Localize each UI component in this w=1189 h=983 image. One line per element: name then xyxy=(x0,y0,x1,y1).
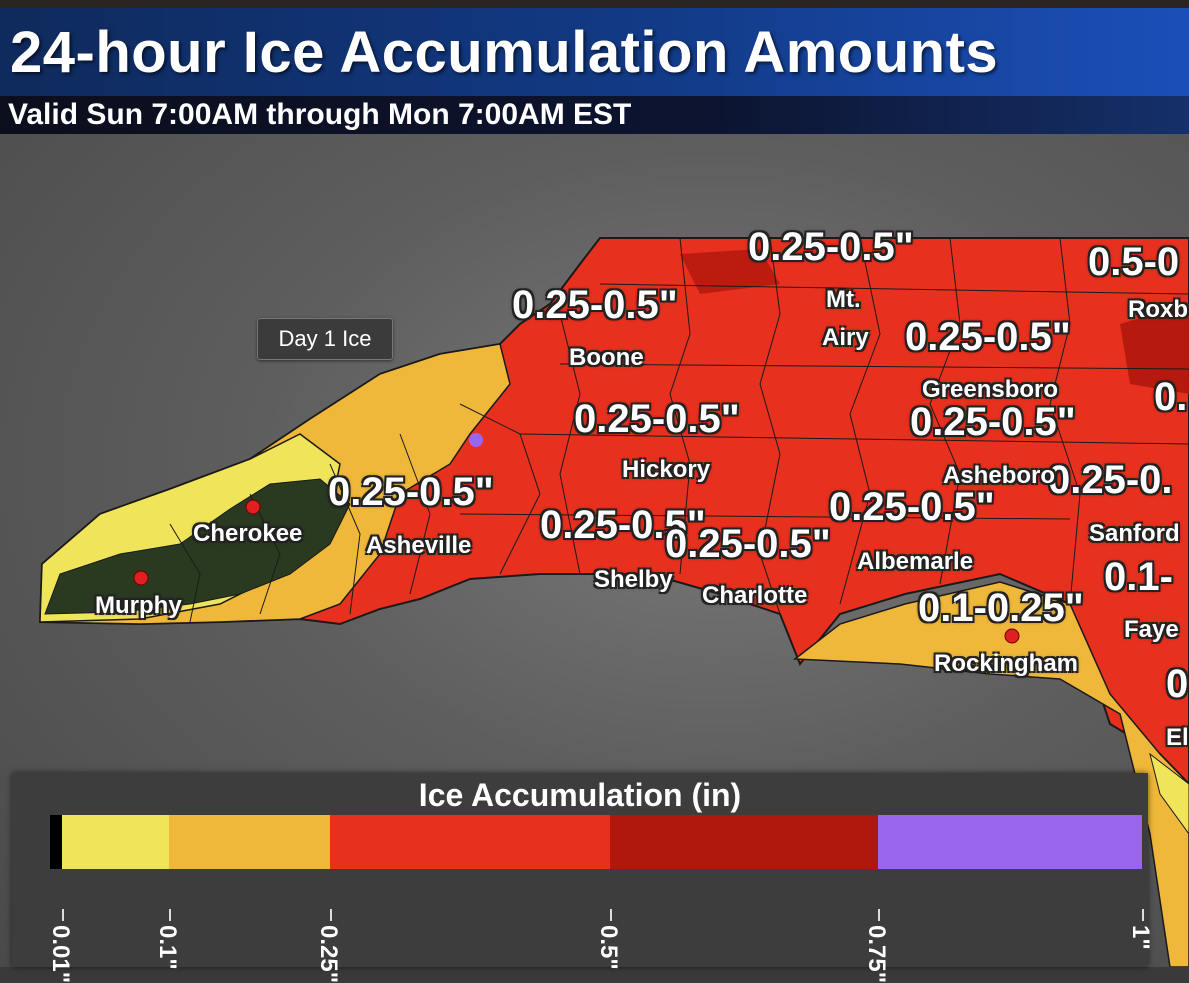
county-lines xyxy=(169,237,1189,623)
tick-label-3: 0.5" xyxy=(595,925,622,970)
city-label-sanford: Sanford xyxy=(1089,520,1180,547)
tick-label-1: 0.1" xyxy=(154,925,181,970)
range-label-13: 0.1-0.25" xyxy=(918,586,1084,630)
city-label-roxboro: Roxb xyxy=(1128,296,1188,323)
range-label-2: 0.5-0 xyxy=(1088,240,1180,284)
city-dots xyxy=(133,499,1020,644)
tick-label-2: 0.25" xyxy=(315,925,342,983)
tick-label-4: 0.75" xyxy=(863,925,890,983)
city-label-boone: Boone xyxy=(569,344,644,371)
legend-swatch-2 xyxy=(169,815,330,869)
city-label-airy: Airy xyxy=(822,324,869,351)
city-label-elizabethtown: El xyxy=(1166,724,1189,751)
south-orange-area xyxy=(792,581,1189,967)
legend-min-cap xyxy=(50,815,62,869)
legend-swatch-3 xyxy=(330,815,610,869)
tick-label-0: 0.01" xyxy=(47,925,74,983)
range-label-5: 0. xyxy=(1154,375,1188,419)
city-label-mt: Mt. xyxy=(826,286,861,313)
valid-period: Valid Sun 7:00AM through Mon 7:00AM EST xyxy=(8,98,632,131)
range-label-11: 0.25-0.5" xyxy=(540,503,706,547)
range-label-3: 0.25-0.5" xyxy=(512,283,678,327)
city-label-shelby: Shelby xyxy=(594,566,673,593)
tick-mark-1 xyxy=(169,909,171,921)
legend-title: Ice Accumulation (in) xyxy=(418,777,742,813)
legend-panel: Ice Accumulation (in) 0.01" 0.1" 0.25" 0… xyxy=(12,773,1154,983)
city-dot-rockingham[interactable] xyxy=(1004,628,1020,644)
subtitle-banner: Valid Sun 7:00AM through Mon 7:00AM EST xyxy=(0,96,1189,134)
city-label-cherokee: Cherokee xyxy=(193,520,303,547)
legend-swatch-5 xyxy=(878,815,1142,869)
city-label-murphy: Murphy xyxy=(95,592,182,619)
range-label-14: 0.1- xyxy=(1104,555,1173,599)
tick-mark-0 xyxy=(62,909,64,921)
city-label-charlotte: Charlotte xyxy=(702,582,808,609)
range-label-1: 0.25-0.5" xyxy=(748,225,914,269)
top-border xyxy=(0,0,1189,8)
legend-swatch-1 xyxy=(62,815,169,869)
legend-swatch-4 xyxy=(610,815,878,869)
range-label-10: 0.25-0.5" xyxy=(829,485,995,529)
city-label-albemarle: Albemarle xyxy=(857,548,974,575)
range-label-15: 0 xyxy=(1166,662,1189,706)
tick-mark-2 xyxy=(330,909,332,921)
city-label-rockingham: Rockingham xyxy=(934,650,1079,677)
range-label-12: 0.25-0.5" xyxy=(665,522,831,566)
city-label-hickory: Hickory xyxy=(622,456,711,483)
tick-mark-3 xyxy=(610,909,612,921)
city-dot-murphy[interactable] xyxy=(133,570,149,586)
purple-max-spot xyxy=(469,433,483,447)
ice-accumulation-map[interactable] xyxy=(0,134,1189,967)
range-label-7: 0.25-0.5" xyxy=(910,400,1076,444)
city-label-asheboro: Asheboro xyxy=(943,462,1056,489)
south-yellow-area xyxy=(1149,752,1189,835)
range-label-9: 0.25-0. xyxy=(1048,458,1173,502)
city-dot-cherokee[interactable] xyxy=(245,499,261,515)
range-label-8: 0.25-0.5" xyxy=(328,470,494,514)
dark-red-patch-1 xyxy=(1120,304,1189,394)
tick-mark-4 xyxy=(878,909,880,921)
tick-label-5: 1" xyxy=(1127,925,1154,950)
legend-color-bar: 0.01" 0.1" 0.25" 0.5" 0.75" 1" xyxy=(47,815,1154,983)
day1-ice-tooltip[interactable]: Day 1 Ice xyxy=(257,318,393,360)
dark-red-patch-2 xyxy=(680,249,780,294)
city-label-asheville: Asheville xyxy=(366,532,472,559)
west-dark-terrain xyxy=(44,478,351,615)
range-label-4: 0.25-0.5" xyxy=(905,315,1071,359)
header-banner: 24-hour Ice Accumulation Amounts xyxy=(0,8,1189,96)
page-title: 24-hour Ice Accumulation Amounts xyxy=(10,20,999,85)
city-label-greensboro: Greensboro xyxy=(922,376,1059,403)
city-label-fayetteville: Faye xyxy=(1124,616,1179,643)
tick-mark-5 xyxy=(1142,909,1144,921)
range-label-6: 0.25-0.5" xyxy=(574,397,740,441)
